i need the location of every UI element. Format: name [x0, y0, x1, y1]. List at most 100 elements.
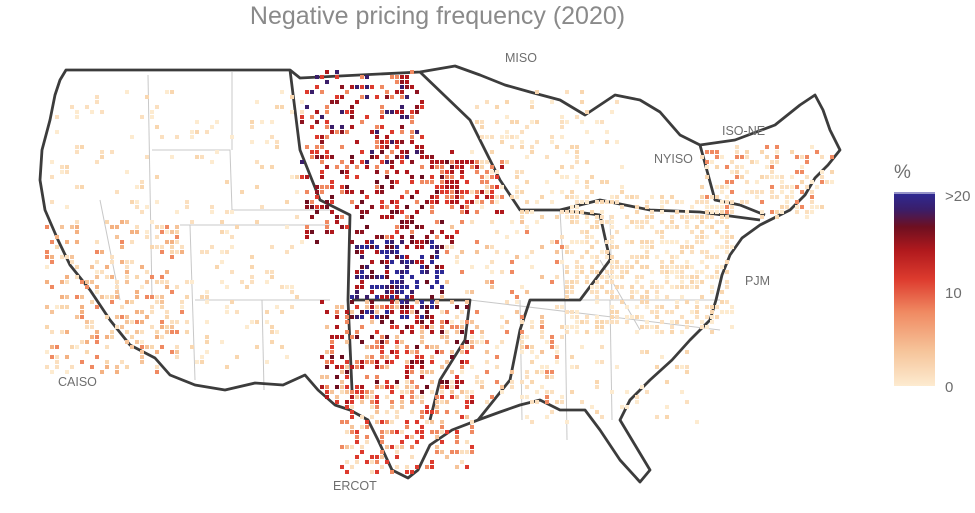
price-cell [715, 210, 719, 214]
price-cell [525, 155, 529, 159]
price-cell [310, 125, 314, 129]
price-cell [135, 205, 139, 209]
price-cell [405, 80, 409, 84]
price-cell [320, 185, 324, 189]
price-cell [340, 355, 344, 359]
price-cell [400, 130, 404, 134]
price-cell [440, 190, 444, 194]
price-cell [185, 295, 189, 299]
price-cell [730, 170, 734, 174]
price-cell [625, 405, 629, 409]
price-cell [410, 120, 414, 124]
price-cell [500, 390, 504, 394]
price-cell [470, 190, 474, 194]
price-cell [450, 170, 454, 174]
price-cell [540, 325, 544, 329]
price-cell [625, 240, 629, 244]
price-cell [405, 155, 409, 159]
price-cell [380, 250, 384, 254]
price-cell [335, 315, 339, 319]
price-cell [370, 355, 374, 359]
price-cell [115, 325, 119, 329]
price-cell [420, 355, 424, 359]
price-cell [475, 200, 479, 204]
price-cell [660, 320, 664, 324]
price-cell [585, 110, 589, 114]
price-cell [75, 115, 79, 119]
price-cell [595, 315, 599, 319]
price-cell [450, 235, 454, 239]
price-cell [420, 135, 424, 139]
price-cell [550, 135, 554, 139]
price-cell [335, 70, 339, 74]
price-cell [385, 215, 389, 219]
price-cell [365, 225, 369, 229]
price-cell [420, 415, 424, 419]
price-cell [160, 335, 164, 339]
price-cell [775, 155, 779, 159]
price-cell [175, 210, 179, 214]
price-cell [180, 305, 184, 309]
price-cell [450, 390, 454, 394]
price-cell [395, 200, 399, 204]
price-cell [660, 305, 664, 309]
price-cell [375, 185, 379, 189]
price-cell [325, 350, 329, 354]
price-cell [320, 145, 324, 149]
price-cell [160, 250, 164, 254]
price-cell [425, 270, 429, 274]
price-cell [60, 295, 64, 299]
price-cell [510, 220, 514, 224]
price-cell [665, 405, 669, 409]
price-cell [370, 455, 374, 459]
price-cell [715, 165, 719, 169]
price-cell [610, 320, 614, 324]
price-cell [140, 330, 144, 334]
price-cell [155, 175, 159, 179]
price-cell [615, 245, 619, 249]
price-cell [375, 140, 379, 144]
price-cell [610, 270, 614, 274]
price-cell [270, 165, 274, 169]
price-cell [470, 290, 474, 294]
price-cell [805, 185, 809, 189]
price-cell [390, 95, 394, 99]
price-cell [505, 300, 509, 304]
price-cell [405, 310, 409, 314]
price-cell [570, 240, 574, 244]
price-cell [575, 270, 579, 274]
price-cell [420, 205, 424, 209]
price-cell [810, 145, 814, 149]
price-cell [415, 190, 419, 194]
price-cell [730, 160, 734, 164]
price-cell [325, 200, 329, 204]
price-cell [700, 240, 704, 244]
price-cell [95, 160, 99, 164]
price-cell [610, 215, 614, 219]
price-cell [710, 315, 714, 319]
price-cell [605, 250, 609, 254]
price-cell [390, 420, 394, 424]
price-cell [190, 280, 194, 284]
price-cell [385, 140, 389, 144]
price-cell [310, 205, 314, 209]
price-cell [505, 250, 509, 254]
price-cell [515, 310, 519, 314]
price-cell [455, 255, 459, 259]
price-cell [450, 160, 454, 164]
price-cell [410, 325, 414, 329]
price-cell [480, 335, 484, 339]
price-cell [130, 135, 134, 139]
price-cell [375, 470, 379, 474]
price-cell [395, 350, 399, 354]
price-cell [305, 175, 309, 179]
price-cell [160, 305, 164, 309]
price-cell [405, 255, 409, 259]
price-cell [605, 270, 609, 274]
price-cell [735, 150, 739, 154]
price-cell [185, 320, 189, 324]
price-cell [185, 280, 189, 284]
price-cell [360, 280, 364, 284]
price-cell [65, 205, 69, 209]
price-cell [660, 200, 664, 204]
